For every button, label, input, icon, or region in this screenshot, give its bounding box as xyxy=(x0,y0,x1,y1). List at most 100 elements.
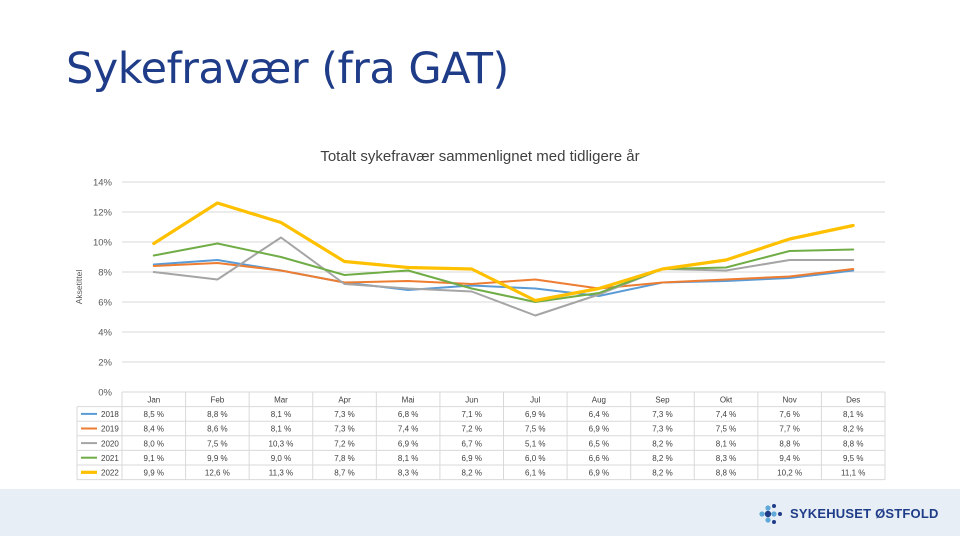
category-label: Mai xyxy=(402,396,415,405)
data-label: 8,8 % xyxy=(843,439,863,448)
data-point-2019 xyxy=(725,278,727,281)
data-label: 6,6 % xyxy=(589,454,609,463)
category-label: Mar xyxy=(274,396,288,405)
data-point-2018 xyxy=(788,277,791,279)
data-point-2021 xyxy=(216,242,219,245)
data-label: 8,3 % xyxy=(716,454,736,463)
slide-title: Sykefravær (fra GAT) xyxy=(66,44,509,94)
data-label: 6,1 % xyxy=(525,469,545,478)
data-point-2018 xyxy=(534,287,537,290)
data-label: 8,1 % xyxy=(843,410,863,419)
category-label: Jun xyxy=(465,396,478,405)
data-label: 6,8 % xyxy=(398,410,418,419)
y-tick-label: 0% xyxy=(98,388,112,399)
data-label: 7,3 % xyxy=(652,410,672,419)
data-point-2019 xyxy=(407,280,409,282)
y-tick-label: 8% xyxy=(98,268,112,279)
data-point-2022 xyxy=(152,242,155,245)
data-point-2019 xyxy=(152,265,155,267)
data-label: 10,2 % xyxy=(777,469,802,478)
y-tick-label: 4% xyxy=(98,328,112,339)
data-label: 11,1 % xyxy=(841,469,865,478)
data-point-2019 xyxy=(470,283,473,285)
data-point-2018 xyxy=(725,280,727,282)
data-label: 8,2 % xyxy=(652,439,672,448)
data-label: 8,7 % xyxy=(334,469,354,478)
y-tick-label: 14% xyxy=(93,178,113,189)
footer-band xyxy=(0,489,960,536)
category-label: Jan xyxy=(147,396,160,405)
data-label: 12,6 % xyxy=(205,469,230,478)
data-point-2021 xyxy=(788,250,791,252)
data-point-2021 xyxy=(280,256,282,258)
data-label: 8,4 % xyxy=(144,425,164,434)
chart-title: Totalt sykefravær sammenlignet med tidli… xyxy=(320,148,640,165)
data-point-2018 xyxy=(216,259,219,261)
category-label: Feb xyxy=(210,396,224,405)
series-line-2021 xyxy=(152,242,855,303)
data-point-2021 xyxy=(152,254,155,257)
data-label: 8,1 % xyxy=(271,410,291,419)
data-point-2020 xyxy=(598,293,600,296)
data-point-2020 xyxy=(407,287,409,290)
series-line-2019 xyxy=(152,262,855,290)
data-label: 6,9 % xyxy=(525,410,545,419)
category-label: Sep xyxy=(655,396,670,405)
data-label: 8,6 % xyxy=(207,425,227,434)
data-label: 9,5 % xyxy=(843,454,863,463)
data-point-2022 xyxy=(280,221,282,224)
data-label: 6,9 % xyxy=(461,454,481,463)
data-point-2021 xyxy=(598,292,600,294)
category-label: Okt xyxy=(720,396,733,405)
series-line-2020 xyxy=(152,236,855,317)
data-label: 8,1 % xyxy=(398,454,418,463)
data-label: 7,2 % xyxy=(334,439,354,448)
data-label: 7,5 % xyxy=(525,425,545,434)
data-point-2019 xyxy=(534,278,537,281)
data-label: 7,3 % xyxy=(652,425,672,434)
category-label: Jul xyxy=(530,396,540,405)
data-point-2020 xyxy=(216,278,219,281)
data-label: 6,9 % xyxy=(589,469,609,478)
data-point-2020 xyxy=(470,290,473,293)
data-point-2019 xyxy=(280,269,282,272)
legend-label: 2021 xyxy=(101,454,119,463)
data-point-2020 xyxy=(152,271,155,273)
data-label: 7,7 % xyxy=(779,425,799,434)
data-point-2018 xyxy=(470,284,473,287)
data-point-2019 xyxy=(661,281,664,284)
data-point-2019 xyxy=(216,262,219,264)
data-point-2022 xyxy=(216,202,219,204)
data-label: 7,3 % xyxy=(334,425,354,434)
data-point-2021 xyxy=(407,269,409,272)
data-label: 6,5 % xyxy=(589,439,609,448)
data-label: 7,5 % xyxy=(716,425,736,434)
data-label: 7,4 % xyxy=(398,425,418,434)
logo-cross-dots-icon xyxy=(759,504,782,524)
data-point-2019 xyxy=(852,268,855,270)
data-point-2022 xyxy=(788,238,791,240)
data-point-2021 xyxy=(852,248,855,251)
category-label: Apr xyxy=(338,396,351,405)
data-label: 8,8 % xyxy=(207,410,227,419)
data-point-2020 xyxy=(788,259,791,261)
data-point-2019 xyxy=(788,275,791,278)
data-point-2020 xyxy=(534,314,537,317)
series-line-2022 xyxy=(152,201,855,303)
data-point-2018 xyxy=(407,289,409,291)
y-tick-label: 6% xyxy=(98,298,112,309)
data-label: 5,1 % xyxy=(525,439,545,448)
category-label: Aug xyxy=(592,396,606,405)
data-point-2020 xyxy=(343,283,346,285)
data-point-2018 xyxy=(152,263,155,266)
data-label: 10,3 % xyxy=(269,439,294,448)
data-label: 9,0 % xyxy=(271,454,291,463)
data-label: 7,8 % xyxy=(334,454,354,463)
data-point-2018 xyxy=(852,269,855,272)
data-label: 6,7 % xyxy=(461,439,481,448)
legend-label: 2020 xyxy=(101,439,119,448)
data-point-2021 xyxy=(343,274,346,276)
data-label: 6,9 % xyxy=(398,439,418,448)
data-point-2020 xyxy=(852,259,855,261)
data-label: 9,4 % xyxy=(779,454,799,463)
